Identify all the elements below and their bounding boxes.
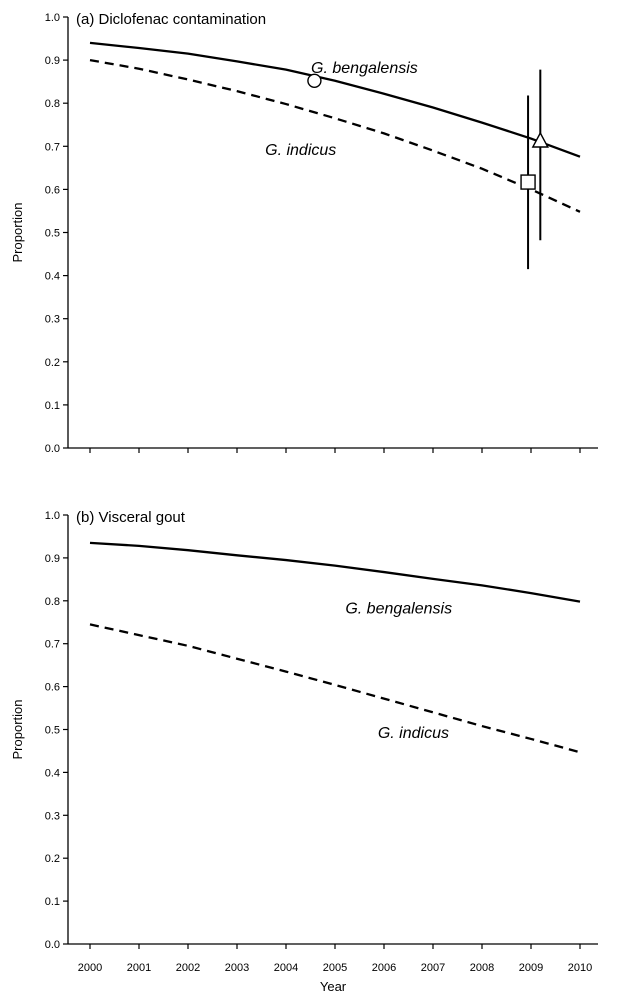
panel-b-x-tick-label: 2006	[372, 962, 396, 974]
panel-b-y-axis-label: Proportion	[10, 700, 25, 760]
panel-a-y-axis-label: Proportion	[10, 203, 25, 263]
panel-b-y-tick-label: 0.5	[45, 725, 60, 737]
panel-b-series-g-indicus-label: G. indicus	[378, 725, 449, 742]
panel-b-y-tick-label: 0.3	[45, 810, 60, 822]
panel-b-x-tick-label: 2007	[421, 962, 445, 974]
panel-b-y-tick-label: 0.4	[45, 767, 60, 779]
panel-b-x-tick-label: 2001	[127, 962, 151, 974]
panel-b-y-tick-label: 0.9	[45, 553, 60, 565]
panel-b-y-tick-label: 0.1	[45, 896, 60, 908]
panel-b-x-tick-label: 2004	[274, 962, 298, 974]
panel-a-series-g-bengalensis-label: G. bengalensis	[311, 60, 418, 77]
panel-a-title: (a) Diclofenac contamination	[76, 11, 266, 28]
panel-a-circle-point	[307, 73, 322, 88]
panel-b-y-tick-label: 0.7	[45, 639, 60, 651]
panel-a-y-tick-label: 0.7	[45, 141, 60, 153]
panel-b-x-tick-label: 2010	[568, 962, 592, 974]
panel-b-y-tick-label: 1.0	[45, 510, 60, 522]
panel-b-y-tick-label: 0.6	[45, 682, 60, 694]
panel-a-y-tick-label: 0.4	[45, 271, 60, 283]
panel-b-x-tick-label: 2005	[323, 962, 347, 974]
panel-b-series-g-bengalensis-label: G. bengalensis	[345, 601, 452, 618]
panel-b-series-g-bengalensis-line	[89, 541, 581, 603]
panel-a-y-tick-label: 0.9	[45, 55, 60, 67]
panel-b-x-tick-label: 2003	[225, 962, 249, 974]
panel-a-y-tick-label: 0.5	[45, 228, 60, 240]
panel-b-x-tick-label: 2002	[176, 962, 200, 974]
panel-a-y-tick-label: 0.0	[45, 443, 60, 455]
panel-a-y-tick-label: 0.1	[45, 400, 60, 412]
panel-b-title: (b) Visceral gout	[76, 509, 186, 526]
panel-b-y-tick-label: 0.2	[45, 853, 60, 865]
panel-a-y-tick-label: 0.2	[45, 357, 60, 369]
panel-b-series-g-indicus-line	[89, 623, 581, 754]
panel-a-square-point	[520, 174, 536, 190]
panel-b-y-tick-label: 0.0	[45, 939, 60, 951]
panel-a-y-tick-label: 0.8	[45, 98, 60, 110]
panel-b-x-tick-label: 2000	[78, 962, 102, 974]
panel-a-triangle-point	[531, 131, 549, 148]
panel-b-y-tick-label: 0.8	[45, 596, 60, 608]
panel-a-series-g-indicus-line	[89, 58, 581, 213]
panel-a-series-g-indicus-label: G. indicus	[265, 142, 336, 159]
panel-a-y-tick-label: 0.3	[45, 314, 60, 326]
panel-b-x-tick-label: 2008	[470, 962, 494, 974]
panel-b-x-tick-label: 2009	[519, 962, 543, 974]
panel-a-y-tick-label: 1.0	[45, 12, 60, 24]
panel-a-series-g-bengalensis-line	[89, 41, 581, 158]
panel-b-x-axis-label: Year	[320, 979, 347, 994]
panel-a-y-tick-label: 0.6	[45, 184, 60, 196]
